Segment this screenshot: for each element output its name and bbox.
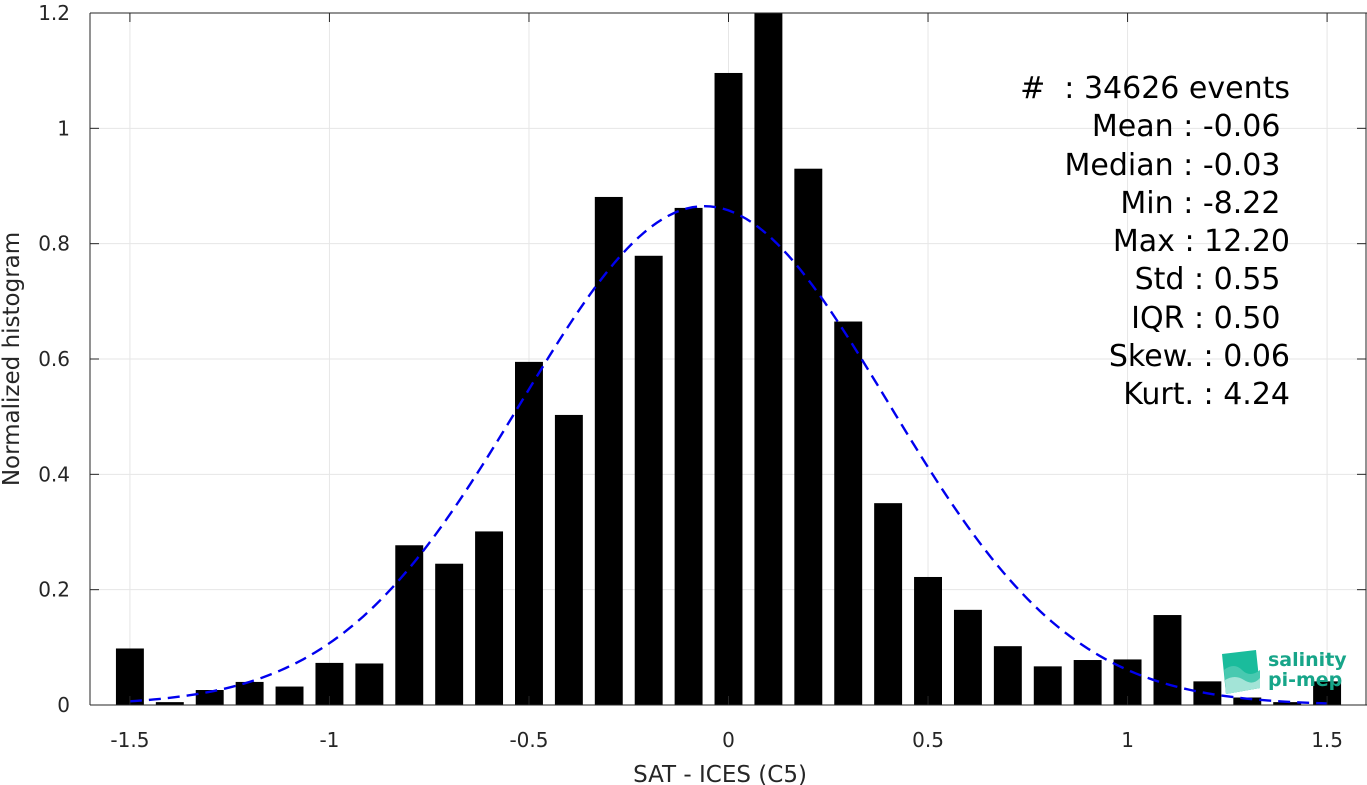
histogram-bar	[634, 255, 663, 705]
histogram-bar	[155, 702, 184, 705]
y-tick-label: 0.8	[38, 232, 70, 256]
axes	[89, 12, 1367, 706]
histogram-bar	[115, 648, 144, 705]
histogram-bar	[874, 503, 903, 705]
histogram-bar	[554, 414, 583, 705]
histogram-bar	[235, 681, 264, 705]
histogram-bar	[953, 609, 982, 705]
histogram-bar	[993, 646, 1022, 705]
x-tick-label: 1	[1121, 728, 1134, 752]
x-tick-label: -1	[319, 728, 339, 752]
statistics-box: # : 34626 events Mean : -0.06 Median : -…	[930, 70, 1290, 415]
y-axis-label: Normalized histogram	[0, 232, 25, 486]
histogram-bar	[1233, 697, 1262, 705]
histogram-bar	[914, 576, 942, 705]
y-tick-label: 0.6	[38, 347, 70, 371]
histogram-bars	[115, 13, 1342, 706]
x-tick-label: 0	[722, 728, 735, 752]
logo-text-line1: salinity	[1268, 649, 1347, 671]
stat-events: # : 34626 events	[1020, 71, 1290, 106]
histogram-bar	[195, 690, 224, 705]
y-tick-label: 1.2	[38, 1, 70, 25]
stat-std: Std : 0.55	[1134, 262, 1290, 298]
y-tick-label: 1	[57, 116, 70, 140]
y-tick-label: 0.4	[38, 462, 70, 486]
stat-mean: Mean : -0.06	[1091, 109, 1290, 145]
x-tick-label: 0.5	[912, 728, 944, 752]
histogram-bar	[1273, 702, 1302, 705]
salinity-pimep-logo: salinity pi-mep	[1216, 648, 1347, 698]
histogram-bar	[1153, 615, 1182, 705]
histogram-bar	[1073, 660, 1102, 705]
histogram-bar	[275, 686, 304, 705]
logo-mark-icon	[1222, 650, 1260, 694]
y-tick-label: 0.2	[38, 578, 70, 602]
stat-iqr: IQR : 0.50	[1131, 300, 1290, 336]
stat-median: Median : -0.03	[1064, 147, 1290, 183]
stat-kurt: Kurt. : 4.24	[1123, 377, 1290, 413]
histogram-bar	[794, 168, 823, 705]
x-tick-label: -1.5	[110, 728, 149, 752]
x-axis-label: SAT - ICES (C5)	[633, 762, 807, 785]
logo-text-line2: pi-mep	[1268, 669, 1343, 691]
histogram-bar	[475, 531, 504, 705]
gaussian-fit-curve	[129, 204, 1328, 705]
histogram-bar	[435, 563, 464, 705]
stat-max: Max : 12.20	[1112, 224, 1290, 260]
histogram-bar	[834, 321, 863, 705]
histogram-bar	[754, 13, 783, 705]
histogram-bar	[355, 663, 384, 705]
y-tick-label: 0	[57, 693, 70, 717]
histogram-bar	[714, 72, 743, 706]
histogram-bar	[594, 196, 623, 705]
histogram-bar	[1313, 681, 1342, 705]
histogram-bar	[1033, 666, 1062, 705]
x-tick-label: -0.5	[509, 728, 548, 752]
tick-labels: -1.5 -1 -0.5 0 0.5 1 1.5 0 0.2 0.4 0.6 0.8 1 1.2	[38, 1, 1343, 752]
stat-skew: Skew. : 0.06	[1108, 339, 1290, 375]
histogram-bar	[515, 361, 543, 705]
histogram-bar	[674, 207, 703, 705]
fit-curve-group	[129, 204, 1328, 705]
x-tick-label: 1.5	[1311, 728, 1343, 752]
stat-min: Min : -8.22	[1120, 185, 1290, 221]
histogram-bar	[395, 545, 424, 705]
